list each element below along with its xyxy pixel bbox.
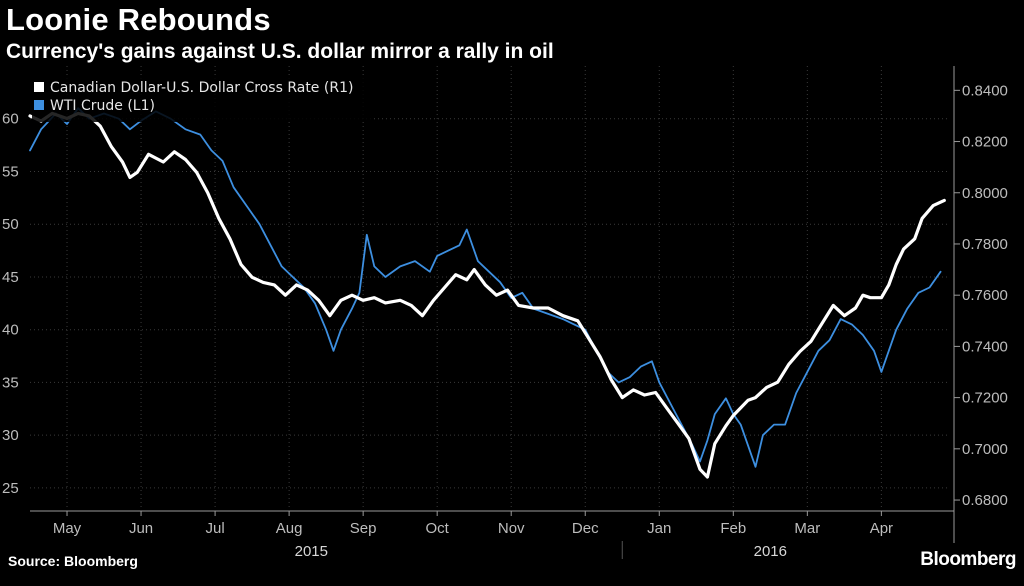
x-axis-tick-label: May [53, 520, 82, 537]
chart-gridlines [30, 66, 948, 509]
chart-axes: 25 30 35 40 45 50 55 60 0.6800 0.7000 0.7200 0.7400… [2, 66, 1008, 560]
left-axis-tick-label: 55 [2, 163, 19, 180]
right-axis-tick-label: 0.7800 [962, 236, 1008, 253]
legend-swatch [34, 82, 44, 92]
left-axis-tick-label: 25 [2, 480, 19, 497]
right-axis-tick-label: 0.8400 [962, 82, 1008, 99]
x-axis-tick-label: Aug [276, 520, 303, 537]
right-axis-tick-label: 0.8000 [962, 185, 1008, 202]
x-axis-tick-label: Feb [720, 520, 746, 537]
right-axis-tick-label: 0.7200 [962, 390, 1008, 407]
series-line-wti [29, 107, 942, 468]
right-axis-tick-label: 0.7600 [962, 287, 1008, 304]
x-axis-tick-label: Mar [794, 520, 820, 537]
x-axis-tick-label: Jul [205, 520, 224, 537]
x-axis-tick-label: Dec [572, 520, 599, 537]
right-axis-tick-label: 0.6800 [962, 492, 1008, 509]
x-axis-tick-label: Apr [870, 520, 893, 537]
chart-title: Loonie Rebounds [6, 2, 271, 37]
legend-label: WTI Crude (L1) [50, 98, 155, 114]
line-chart: Canadian Dollar-U.S. Dollar Cross Rate (… [2, 66, 1008, 560]
x-axis-tick-label: Jun [129, 520, 153, 537]
x-axis-tick-label: Jan [647, 520, 671, 537]
brand-logo: Bloomberg [920, 549, 1016, 570]
legend-background [32, 76, 374, 122]
left-axis-tick-label: 60 [2, 111, 19, 128]
x-axis-tick-label: Sep [350, 520, 377, 537]
chart-subtitle: Currency's gains against U.S. dollar mir… [6, 40, 554, 63]
x-axis-tick-label: Nov [498, 520, 525, 537]
source-note: Source: Bloomberg [8, 553, 138, 569]
series-line-cad [28, 111, 946, 479]
left-axis-tick-label: 45 [2, 269, 19, 286]
left-axis-tick-label: 30 [2, 427, 19, 444]
left-axis-tick-label: 50 [2, 216, 19, 233]
left-axis-tick-label: 40 [2, 322, 19, 339]
x-axis-tick-label: Oct [426, 520, 450, 537]
year-label: 2015 [295, 543, 328, 560]
year-label: 2016 [754, 543, 787, 560]
right-axis-tick-label: 0.7400 [962, 338, 1008, 355]
left-axis-tick-label: 35 [2, 374, 19, 391]
chart-legend: Canadian Dollar-U.S. Dollar Cross Rate (… [32, 76, 374, 122]
right-axis-tick-label: 0.7000 [962, 441, 1008, 458]
legend-label: Canadian Dollar-U.S. Dollar Cross Rate (… [50, 80, 353, 96]
legend-swatch [34, 100, 44, 110]
right-axis-tick-label: 0.8200 [962, 134, 1008, 151]
chart-series [28, 107, 946, 479]
